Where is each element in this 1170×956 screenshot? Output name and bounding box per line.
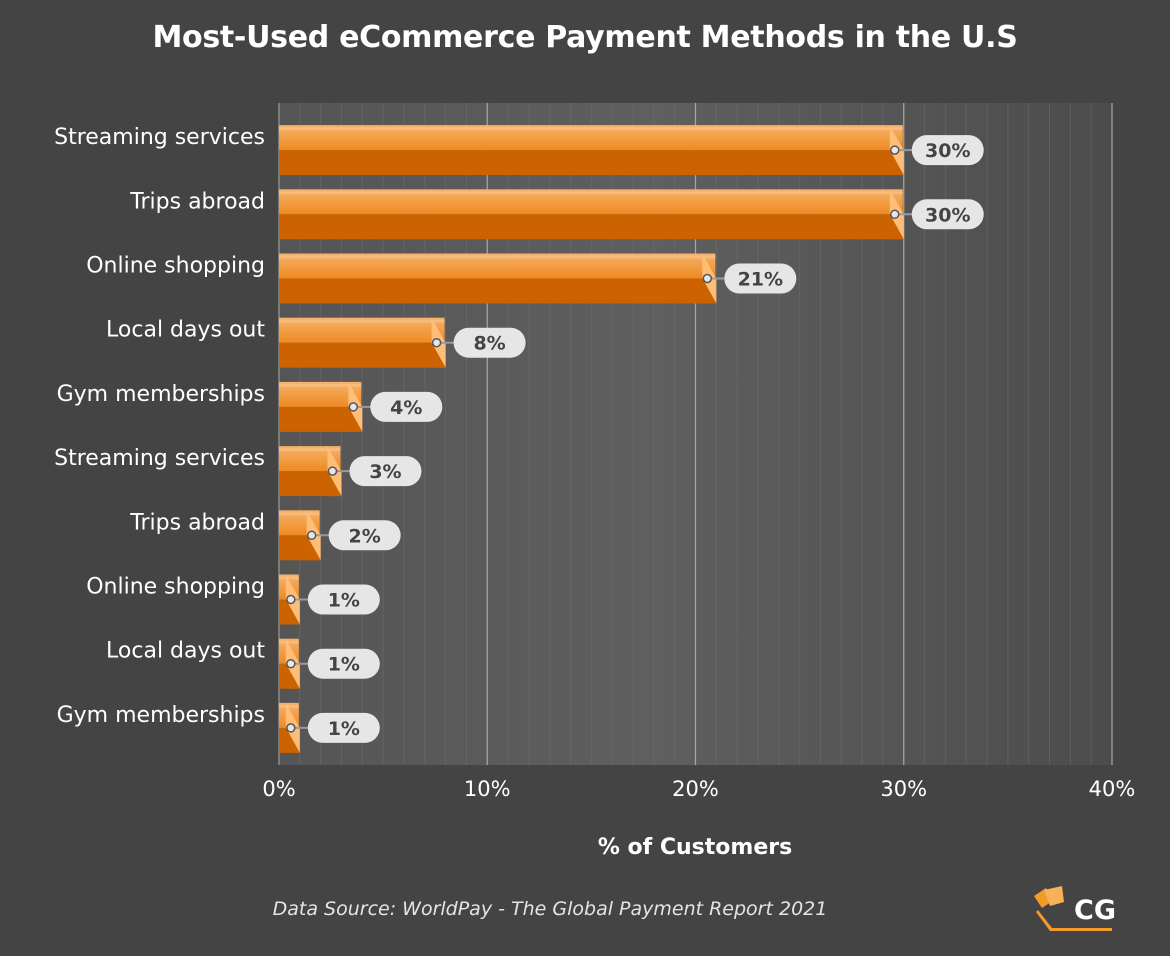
category-labels: Streaming services Trips abroad Online sho… — [54, 125, 265, 728]
label-pin — [286, 723, 296, 733]
bar-cap-shade — [285, 663, 300, 689]
source-note: Data Source: WorldPay - The Global Payme… — [272, 898, 828, 920]
bar-cap-shade — [348, 406, 363, 432]
bar-highlight — [279, 512, 320, 516]
bar-cap-shade — [702, 278, 717, 304]
category-label: Streaming services — [54, 446, 265, 471]
x-tick-label: 20% — [672, 777, 719, 801]
bar: 21% — [279, 253, 797, 304]
category-label: Trips abroad — [129, 189, 265, 214]
category-label: Local days out — [106, 639, 265, 664]
label-pin — [286, 658, 296, 669]
data-label: 1% — [328, 654, 360, 676]
data-label: 3% — [369, 461, 401, 483]
data-label: 21% — [738, 269, 783, 291]
x-tick-label: 40% — [1089, 777, 1136, 801]
data-label: 4% — [390, 397, 422, 419]
category-label: Online shopping — [86, 575, 265, 600]
x-tick-label: 10% — [464, 777, 511, 801]
label-pin — [702, 273, 713, 284]
bar: 30% — [279, 125, 984, 176]
bar-highlight — [279, 704, 299, 708]
data-label-pill — [724, 263, 797, 294]
bar-highlight — [279, 448, 341, 452]
x-tick-label: 0% — [262, 777, 295, 801]
bar-cap-shade — [285, 599, 300, 625]
data-label-pill — [328, 520, 401, 551]
bars: 30% 30% 21% 8% 4% 3% 2% 1% 1% 1% — [279, 125, 984, 753]
data-label: 30% — [925, 140, 970, 162]
label-pin — [431, 337, 442, 348]
x-tick-label: 30% — [880, 777, 927, 801]
bar: 2% — [279, 510, 401, 561]
data-label-pill — [307, 648, 380, 679]
data-label: 1% — [328, 590, 360, 612]
bar-cap-shade — [306, 535, 321, 561]
data-label-pill — [349, 456, 422, 487]
bar: 30% — [279, 189, 984, 240]
bar-highlight — [279, 319, 445, 323]
data-label-pill — [911, 135, 984, 166]
category-label: Trips abroad — [129, 510, 265, 535]
logo-text: CG — [1074, 895, 1116, 926]
bar-lower — [279, 214, 903, 240]
bar-lower — [279, 278, 716, 304]
bar: 3% — [279, 446, 422, 497]
label-pin — [327, 466, 338, 476]
bar: 1% — [279, 638, 380, 689]
data-label: 1% — [328, 718, 360, 740]
bar-lower — [279, 406, 362, 432]
label-pin — [890, 145, 900, 155]
bar-highlight — [279, 383, 362, 387]
bar-highlight — [279, 640, 299, 644]
x-axis-label: % of Customers — [597, 835, 793, 860]
bar-lower — [279, 342, 445, 368]
category-label: Online shopping — [86, 254, 265, 279]
label-pin — [890, 209, 900, 220]
x-tick-labels: 0% 10% 20% 30% 40% — [262, 777, 1135, 801]
data-label-pill — [307, 712, 380, 743]
data-label: 2% — [349, 525, 381, 547]
bar-cap-shade — [431, 342, 446, 368]
bar-highlight — [279, 576, 299, 580]
category-label: Gym memberships — [57, 382, 265, 407]
bar-highlight — [279, 255, 716, 259]
bar-highlight — [279, 127, 903, 131]
bar-lower — [279, 150, 903, 176]
data-label-pill — [370, 391, 443, 422]
data-label-pill — [307, 584, 380, 615]
label-pin — [286, 594, 296, 605]
bar: 1% — [279, 702, 380, 753]
bar-cap-shade — [889, 214, 904, 240]
label-pin — [306, 530, 317, 541]
category-label: Streaming services — [54, 125, 265, 150]
data-label: 30% — [925, 204, 970, 226]
category-label: Gym memberships — [57, 703, 265, 728]
category-label: Local days out — [106, 318, 265, 343]
bar-cap-shade — [889, 150, 904, 176]
chart-title: Most-Used eCommerce Payment Methods in t… — [152, 20, 1018, 55]
data-label-pill — [911, 199, 984, 230]
bar-highlight — [279, 191, 903, 195]
cards-logo-icon — [1034, 886, 1112, 931]
bar-cap-shade — [285, 727, 300, 753]
bar: 8% — [279, 317, 526, 368]
bar-cap-shade — [327, 471, 342, 497]
data-label-pill — [453, 327, 526, 358]
bar: 4% — [279, 381, 443, 432]
bar: 1% — [279, 574, 380, 625]
label-pin — [348, 402, 359, 412]
data-label: 8% — [473, 333, 505, 355]
